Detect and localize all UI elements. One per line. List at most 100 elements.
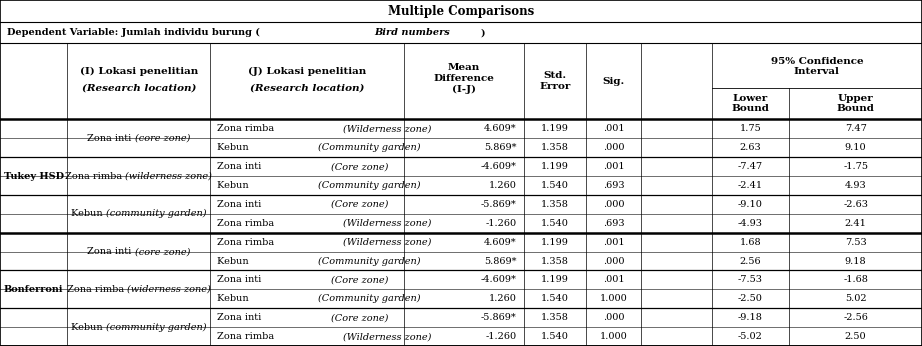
Text: (Community garden): (Community garden) — [318, 256, 420, 266]
Text: 2.41: 2.41 — [845, 219, 867, 228]
Text: Upper: Upper — [838, 94, 873, 103]
Text: -9.18: -9.18 — [739, 313, 762, 322]
Text: Zona inti: Zona inti — [217, 313, 264, 322]
Text: (community garden): (community garden) — [106, 322, 207, 332]
Text: .000: .000 — [603, 256, 624, 265]
Text: Kebun: Kebun — [71, 322, 106, 331]
Text: -1.75: -1.75 — [843, 162, 869, 171]
Text: (J) Lokasi penelitian: (J) Lokasi penelitian — [248, 67, 366, 76]
Text: Zona rimba: Zona rimba — [217, 219, 277, 228]
Text: .000: .000 — [603, 200, 624, 209]
Text: Kebun: Kebun — [217, 181, 252, 190]
Text: Kebun: Kebun — [217, 294, 252, 303]
Text: .000: .000 — [603, 143, 624, 152]
Text: (core zone): (core zone) — [135, 134, 190, 143]
Text: Interval: Interval — [794, 67, 840, 76]
Text: (Core zone): (Core zone) — [331, 162, 388, 171]
Text: (I) Lokasi penelitian: (I) Lokasi penelitian — [79, 67, 198, 76]
Text: Dependent Variable: Jumlah individu burung (: Dependent Variable: Jumlah individu buru… — [7, 28, 260, 37]
Text: (core zone): (core zone) — [135, 247, 190, 256]
Text: -7.47: -7.47 — [738, 162, 763, 171]
Text: 1.199: 1.199 — [541, 238, 569, 247]
Text: Kebun: Kebun — [217, 256, 252, 265]
Text: 9.10: 9.10 — [845, 143, 867, 152]
Text: Zona rimba: Zona rimba — [217, 332, 277, 341]
Text: -5.869*: -5.869* — [480, 200, 516, 209]
Text: ): ) — [480, 28, 485, 37]
Text: (Wilderness zone): (Wilderness zone) — [343, 238, 431, 247]
Text: 1.68: 1.68 — [739, 238, 762, 247]
Text: -1.260: -1.260 — [485, 219, 516, 228]
Text: 1.260: 1.260 — [489, 181, 516, 190]
Text: -4.609*: -4.609* — [480, 162, 516, 171]
Text: Zona rimba: Zona rimba — [66, 285, 127, 294]
Text: 1.358: 1.358 — [541, 143, 569, 152]
Text: 4.609*: 4.609* — [484, 238, 516, 247]
Text: -9.10: -9.10 — [739, 200, 762, 209]
Text: 1.199: 1.199 — [541, 162, 569, 171]
Text: (I-J): (I-J) — [452, 85, 476, 94]
Text: (widerness zone): (widerness zone) — [127, 285, 211, 294]
Text: (Community garden): (Community garden) — [318, 294, 420, 303]
Text: Sig.: Sig. — [602, 77, 625, 86]
Text: Bird numbers: Bird numbers — [373, 28, 450, 37]
Text: 2.63: 2.63 — [739, 143, 762, 152]
Text: -2.50: -2.50 — [739, 294, 762, 303]
Text: 2.50: 2.50 — [845, 332, 867, 341]
Text: Zona inti: Zona inti — [88, 247, 135, 256]
Text: Bound: Bound — [731, 104, 770, 113]
Text: 1.358: 1.358 — [541, 256, 569, 265]
Text: -2.41: -2.41 — [738, 181, 763, 190]
Text: (Wilderness zone): (Wilderness zone) — [343, 219, 431, 228]
Text: Lower: Lower — [733, 94, 768, 103]
Text: -1.260: -1.260 — [485, 332, 516, 341]
Text: .001: .001 — [603, 124, 624, 133]
Text: (Community garden): (Community garden) — [318, 181, 420, 190]
Text: .001: .001 — [603, 162, 624, 171]
Text: Zona rimba: Zona rimba — [65, 172, 125, 181]
Text: 7.53: 7.53 — [845, 238, 867, 247]
Text: -4.609*: -4.609* — [480, 275, 516, 284]
Text: Zona inti: Zona inti — [217, 162, 264, 171]
Text: 1.358: 1.358 — [541, 313, 569, 322]
Text: Kebun: Kebun — [71, 209, 106, 218]
Text: Zona inti: Zona inti — [217, 200, 264, 209]
Text: 1.199: 1.199 — [541, 124, 569, 133]
Text: 1.540: 1.540 — [541, 219, 569, 228]
Text: Mean: Mean — [448, 63, 479, 72]
Text: -5.02: -5.02 — [739, 332, 762, 341]
Text: 1.358: 1.358 — [541, 200, 569, 209]
Text: .693: .693 — [603, 219, 624, 228]
Text: 1.000: 1.000 — [599, 294, 628, 303]
Text: (Wilderness zone): (Wilderness zone) — [343, 124, 431, 133]
Text: 1.000: 1.000 — [599, 332, 628, 341]
Text: Bonferroni: Bonferroni — [4, 285, 64, 294]
Text: (Community garden): (Community garden) — [318, 143, 420, 152]
Text: -2.56: -2.56 — [844, 313, 868, 322]
Text: .001: .001 — [603, 238, 624, 247]
Text: 1.75: 1.75 — [739, 124, 762, 133]
Text: (Core zone): (Core zone) — [331, 200, 388, 209]
Text: Zona rimba: Zona rimba — [217, 124, 277, 133]
Text: -7.53: -7.53 — [738, 275, 763, 284]
Text: Zona inti: Zona inti — [217, 275, 264, 284]
Text: 1.540: 1.540 — [541, 332, 569, 341]
Text: Zona inti: Zona inti — [88, 134, 135, 143]
Text: -5.869*: -5.869* — [480, 313, 516, 322]
Text: 7.47: 7.47 — [845, 124, 867, 133]
Text: 1.260: 1.260 — [489, 294, 516, 303]
Text: (wilderness zone): (wilderness zone) — [125, 172, 212, 181]
Text: 2.56: 2.56 — [739, 256, 762, 265]
Text: Error: Error — [539, 82, 571, 91]
Text: Kebun: Kebun — [217, 143, 252, 152]
Text: (Core zone): (Core zone) — [331, 313, 388, 322]
Text: (Research location): (Research location) — [81, 83, 196, 92]
Text: Difference: Difference — [433, 74, 494, 83]
Text: Tukey HSD: Tukey HSD — [4, 172, 64, 181]
Text: .693: .693 — [603, 181, 624, 190]
Text: 1.199: 1.199 — [541, 275, 569, 284]
Text: 5.869*: 5.869* — [484, 143, 516, 152]
Text: -4.93: -4.93 — [738, 219, 763, 228]
Text: (Research location): (Research location) — [250, 83, 364, 92]
Text: 9.18: 9.18 — [845, 256, 867, 265]
